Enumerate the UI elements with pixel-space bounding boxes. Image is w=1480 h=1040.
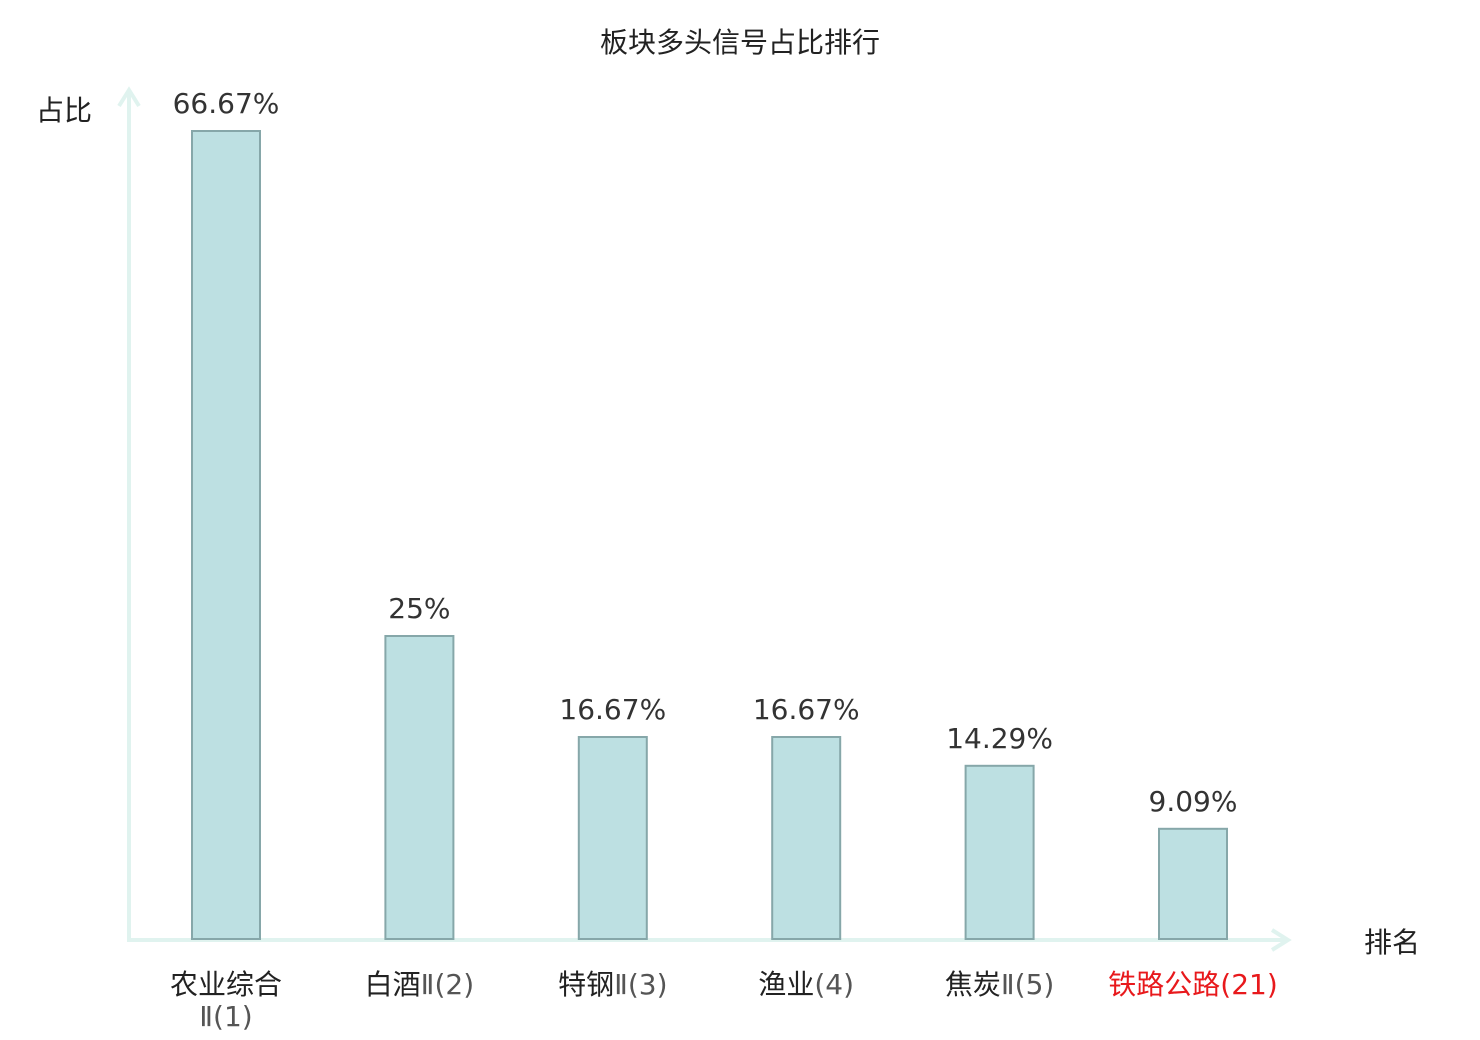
x-tick-label-suffix: Ⅱ(3) — [614, 968, 667, 1001]
y-axis-label: 占比 — [36, 94, 92, 127]
y-axis: 占比 — [36, 86, 141, 940]
bar — [577, 736, 648, 940]
x-tick-label-suffix: Ⅱ(1) — [199, 1000, 252, 1033]
x-tick-label: 白酒Ⅱ(2) — [365, 968, 474, 1001]
x-tick-label-suffix: Ⅱ(2) — [421, 968, 474, 1001]
data-label: 25% — [388, 592, 450, 625]
x-axis-label: 排名 — [1364, 926, 1420, 959]
bar — [771, 736, 842, 940]
x-tick-label-name: 铁路公路 — [1108, 968, 1220, 1001]
bar — [384, 635, 455, 940]
x-tick-label-name: 白酒 — [365, 968, 421, 1001]
value-labels-group: 66.67% 25% 16.67% 16.67% 14.29% 9.09% — [173, 87, 1238, 818]
x-tick-label: 焦炭Ⅱ(5) — [945, 968, 1054, 1001]
bar — [191, 130, 261, 940]
x-axis-arrow — [1270, 928, 1292, 952]
category-labels-group: 农业综合 Ⅱ(1) 白酒Ⅱ(2) 特钢Ⅱ(3) 渔业(4) 焦炭Ⅱ(5) 铁路公路(21) — [170, 968, 1278, 1033]
bars-group — [191, 130, 1228, 940]
x-axis: 排名 — [127, 926, 1420, 959]
x-tick-label-suffix: Ⅱ(5) — [1001, 968, 1054, 1001]
x-tick-label: 渔业(4) — [758, 968, 854, 1001]
chart-title: 板块多头信号占比排行 — [600, 26, 880, 59]
x-tick-label-name: 农业综合 — [170, 968, 282, 1001]
y-axis-arrow — [117, 86, 141, 108]
x-tick-label: 铁路公路(21) — [1108, 968, 1278, 1001]
x-tick-label-name: 特钢 — [558, 968, 614, 1001]
data-label: 16.67% — [753, 693, 860, 726]
x-tick-label-name: 渔业 — [758, 968, 814, 1001]
data-label: 9.09% — [1149, 785, 1238, 818]
x-tick-label-name: 焦炭 — [945, 968, 1001, 1001]
x-tick-label-suffix: (21) — [1220, 968, 1277, 1001]
bar — [964, 764, 1035, 940]
x-tick-label: 特钢Ⅱ(3) — [558, 968, 667, 1001]
data-label: 16.67% — [559, 693, 666, 726]
data-label: 14.29% — [946, 722, 1053, 755]
bar — [1158, 827, 1228, 940]
data-label: 66.67% — [173, 87, 280, 120]
x-tick-label: 农业综合 Ⅱ(1) — [170, 968, 282, 1033]
x-tick-label-suffix: (4) — [814, 968, 854, 1001]
